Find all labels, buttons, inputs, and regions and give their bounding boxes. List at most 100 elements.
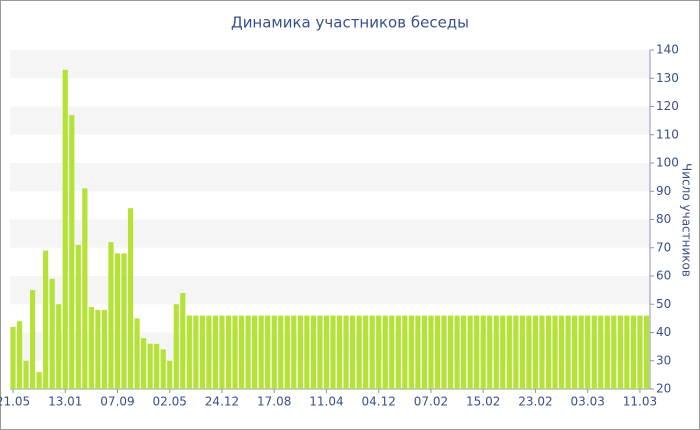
bar	[121, 253, 127, 389]
bar	[519, 315, 525, 389]
bar	[56, 304, 62, 389]
grid-band	[10, 106, 650, 135]
bar	[343, 315, 349, 389]
x-tick-label: 24.12	[205, 395, 239, 409]
bar	[310, 315, 317, 389]
bar	[565, 315, 571, 389]
bar	[330, 315, 336, 389]
bar	[193, 315, 199, 389]
bar	[408, 315, 414, 389]
chart-title: Динамика участников беседы	[231, 14, 469, 32]
bar	[513, 315, 519, 389]
bar	[95, 309, 101, 389]
bar	[585, 315, 591, 389]
bar	[369, 315, 375, 389]
x-tick-label: 11.04	[309, 395, 343, 409]
bar	[297, 315, 303, 389]
bar	[29, 290, 36, 389]
x-tick-label: 17.08	[257, 395, 291, 409]
y-tick-label: 110	[656, 127, 679, 141]
bar	[363, 315, 369, 389]
bar	[376, 315, 382, 389]
y-tick-label: 140	[656, 43, 679, 57]
grid-band	[10, 219, 650, 248]
y-tick-label: 20	[656, 382, 671, 396]
bar	[356, 315, 362, 389]
bar	[114, 253, 121, 389]
grid-band	[10, 276, 650, 305]
bar	[245, 315, 251, 389]
bar	[284, 315, 290, 389]
y-tick-label: 30	[656, 353, 671, 367]
bar	[487, 315, 493, 389]
bar	[304, 315, 310, 389]
bar	[461, 315, 467, 389]
bar	[506, 315, 512, 389]
bar	[238, 315, 245, 389]
bar	[604, 315, 610, 389]
bar	[225, 315, 232, 389]
bar	[643, 315, 650, 389]
y-tick-label: 60	[656, 269, 671, 283]
bar	[82, 188, 88, 389]
bar	[291, 315, 297, 389]
bar	[147, 343, 153, 389]
bar	[69, 114, 75, 389]
bar	[395, 315, 401, 389]
bar	[480, 315, 486, 389]
bar	[101, 309, 108, 389]
bar	[173, 304, 179, 389]
bar	[552, 315, 558, 389]
bar	[598, 315, 604, 389]
x-tick-label: 15.02	[466, 395, 500, 409]
bar	[160, 349, 166, 389]
bar	[10, 326, 16, 389]
x-tick-label: 02.05	[153, 395, 187, 409]
bar	[454, 315, 460, 389]
bar	[278, 315, 284, 389]
bar	[421, 315, 428, 389]
bar	[624, 315, 630, 389]
bar	[206, 315, 212, 389]
x-tick-label: 04.12	[362, 395, 396, 409]
y-tick-label: 100	[656, 156, 679, 170]
y-tick-label: 130	[656, 71, 679, 85]
bar	[558, 315, 565, 389]
bar	[154, 343, 160, 389]
bar	[382, 315, 388, 389]
bar	[232, 315, 238, 389]
bar	[323, 315, 330, 389]
bar	[415, 315, 421, 389]
y-tick-label: 40	[656, 325, 671, 339]
bar	[493, 315, 499, 389]
y-tick-label: 120	[656, 99, 679, 113]
bar	[167, 360, 173, 389]
bar	[526, 315, 532, 389]
bar	[180, 292, 186, 389]
bar	[611, 315, 617, 389]
bar	[447, 315, 454, 389]
bar	[62, 69, 68, 390]
bar	[349, 315, 356, 389]
bar	[258, 315, 264, 389]
bar	[141, 338, 147, 389]
bar	[16, 321, 23, 389]
y-axis-title: Число участников	[680, 163, 694, 277]
x-tick-label: 07.02	[414, 395, 448, 409]
y-tick-label: 90	[656, 184, 671, 198]
bar	[441, 315, 447, 389]
x-tick-label: 07.09	[100, 395, 134, 409]
bar	[591, 315, 597, 389]
bar	[402, 315, 408, 389]
x-tick-label: 11.03	[623, 395, 657, 409]
bar	[186, 315, 192, 389]
bar	[637, 315, 643, 389]
bar	[336, 315, 343, 389]
bar	[88, 307, 94, 389]
x-tick-label: 13.01	[48, 395, 82, 409]
bar	[428, 315, 434, 389]
bar	[617, 315, 623, 389]
bar	[474, 315, 480, 389]
bar	[108, 242, 114, 389]
